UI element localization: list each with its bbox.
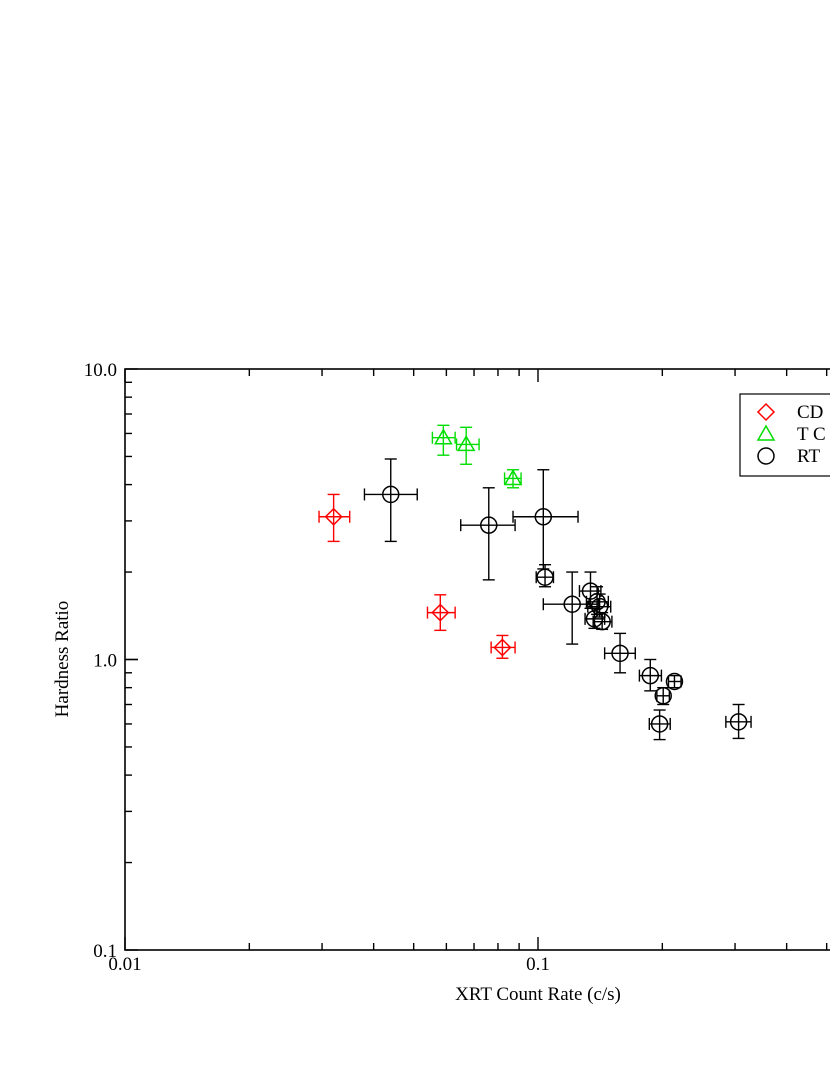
- circle-marker: [757, 447, 775, 465]
- data-point: [503, 468, 523, 489]
- legend-box: [739, 393, 830, 477]
- series-circle: [363, 458, 752, 741]
- circle-marker: [381, 485, 400, 504]
- diamond-marker: [493, 638, 512, 657]
- data-point: [654, 686, 672, 706]
- circle-marker: [593, 612, 611, 631]
- circle-marker: [480, 516, 498, 534]
- circle-marker: [729, 713, 748, 731]
- triangle-marker: [456, 434, 476, 452]
- circle-marker: [650, 715, 669, 733]
- circle-marker: [534, 508, 553, 526]
- circle-marker: [581, 582, 600, 600]
- triangle-marker: [756, 424, 776, 441]
- data-point: [535, 563, 555, 588]
- tick-marks: [124, 368, 828, 951]
- data-point: [426, 594, 456, 632]
- y-tick-label: 10.0: [84, 360, 117, 381]
- x-axis-label: XRT Count Rate (c/s): [455, 984, 621, 1005]
- data-point: [648, 709, 671, 741]
- data-series: [318, 424, 752, 741]
- circle-marker: [563, 595, 581, 613]
- data-point: [363, 458, 418, 543]
- data-point: [318, 493, 351, 543]
- diamond-marker: [431, 603, 450, 622]
- data-point: [665, 672, 684, 691]
- circle-marker: [665, 672, 684, 691]
- data-point: [603, 632, 636, 674]
- series-diamond: [318, 493, 516, 659]
- data-point: [725, 703, 752, 740]
- legend-label: RT: [797, 446, 821, 467]
- plot-frame: [124, 368, 830, 951]
- circle-marker: [654, 687, 672, 705]
- x-tick-labels: 0.01 0.1: [108, 954, 550, 975]
- triangle-marker: [434, 428, 453, 445]
- data-point: [490, 634, 516, 659]
- series-triangle: [431, 424, 523, 489]
- data-point: [431, 424, 456, 456]
- diamond-marker: [324, 507, 343, 526]
- y-tick-label: 1.0: [93, 651, 117, 672]
- triangle-marker: [503, 468, 523, 486]
- legend: CDT CRT: [739, 393, 830, 477]
- data-point: [512, 469, 579, 570]
- circle-marker: [611, 644, 629, 663]
- data-point: [460, 487, 516, 581]
- x-tick-label: 0.01: [108, 954, 141, 975]
- circle-marker: [641, 666, 660, 685]
- diamond-marker: [756, 402, 776, 422]
- data-point: [638, 658, 663, 692]
- y-axis-label: Hardness Ratio: [52, 601, 73, 718]
- legend-label: T C: [797, 424, 826, 445]
- x-tick-label: 0.1: [526, 954, 550, 975]
- data-point: [592, 611, 613, 631]
- circle-marker: [536, 568, 554, 586]
- data-point: [455, 426, 480, 465]
- y-tick-label: 0.1: [93, 941, 117, 962]
- legend-label: CD: [797, 402, 823, 423]
- y-tick-labels: 0.1 1.0 10.0: [84, 360, 117, 962]
